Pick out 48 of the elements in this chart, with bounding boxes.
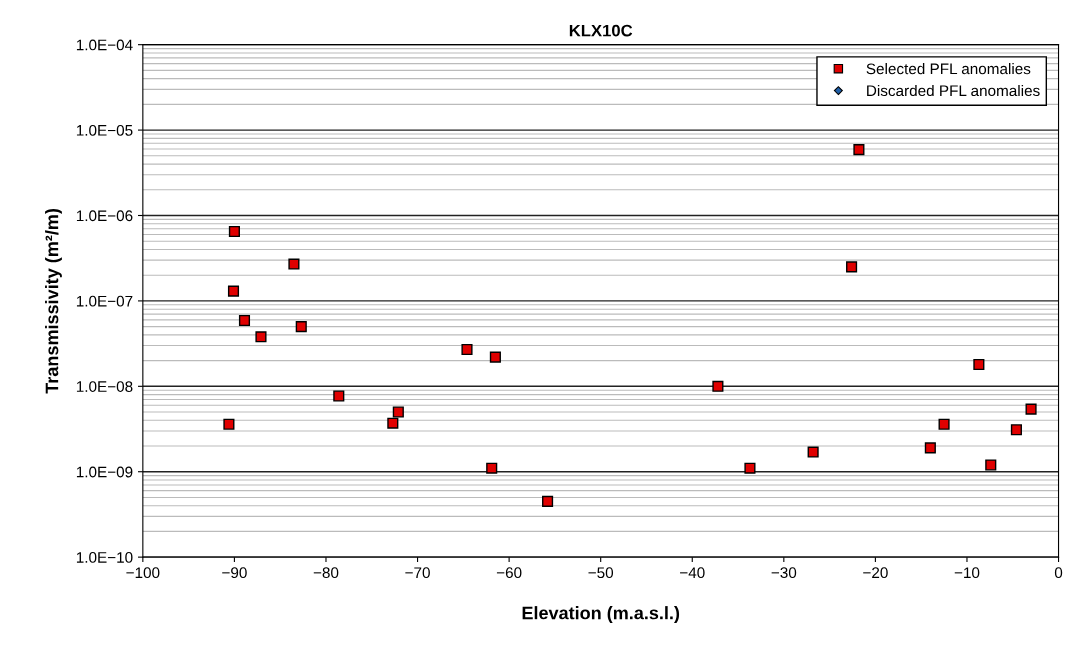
y-axis-title: Transmissivity (m²/m) [45, 208, 62, 394]
point [973, 358, 985, 371]
y-tick-label: 1.0E−05 [76, 124, 133, 136]
x-axis-title: Elevation (m.a.s.l.) [522, 606, 680, 623]
y-tick-label: 1.0E−07 [76, 295, 133, 307]
legend-label: Selected PFL anomalies [866, 63, 1031, 75]
x-tick-label: −60 [496, 567, 522, 579]
point [255, 331, 267, 343]
point [1025, 403, 1037, 415]
x-tick-label: 0 [1054, 567, 1063, 579]
x-tick-label: −70 [405, 567, 430, 579]
x-tick-label: −90 [222, 567, 247, 579]
point [288, 258, 300, 270]
y-tick-label: 1.0E−04 [76, 39, 133, 51]
point [938, 418, 950, 430]
legend-label: Discarded PFL anomalies [867, 84, 1040, 97]
point [489, 351, 501, 363]
point [542, 495, 554, 507]
y-tick-label: 1.0E−10 [76, 552, 133, 563]
x-tick-label: −80 [313, 567, 339, 579]
x-tick-label: −100 [126, 567, 160, 579]
point [461, 343, 473, 356]
point [853, 144, 865, 156]
x-tick-label: −20 [863, 567, 888, 579]
y-tick-label: 1.0E−08 [76, 381, 133, 392]
point [486, 462, 498, 474]
x-tick-label: −30 [771, 567, 797, 579]
point [227, 285, 240, 297]
point [238, 314, 251, 327]
x-tick-label: −10 [954, 567, 980, 579]
point [712, 380, 724, 392]
point [228, 225, 240, 238]
point [924, 442, 936, 454]
point [807, 446, 819, 458]
x-tick-label: −40 [680, 567, 705, 579]
y-tick-label: 1.0E−06 [76, 210, 133, 222]
point [1010, 424, 1022, 436]
point [333, 390, 345, 402]
point [392, 406, 404, 418]
x-tick-label: −50 [588, 567, 614, 579]
point [223, 418, 235, 430]
point [744, 462, 756, 474]
y-tick-label: 1.0E−09 [76, 466, 133, 478]
point [985, 459, 997, 471]
point [387, 417, 399, 429]
point [295, 321, 307, 333]
point [846, 261, 858, 273]
chart-title: KLX10C [569, 24, 633, 37]
